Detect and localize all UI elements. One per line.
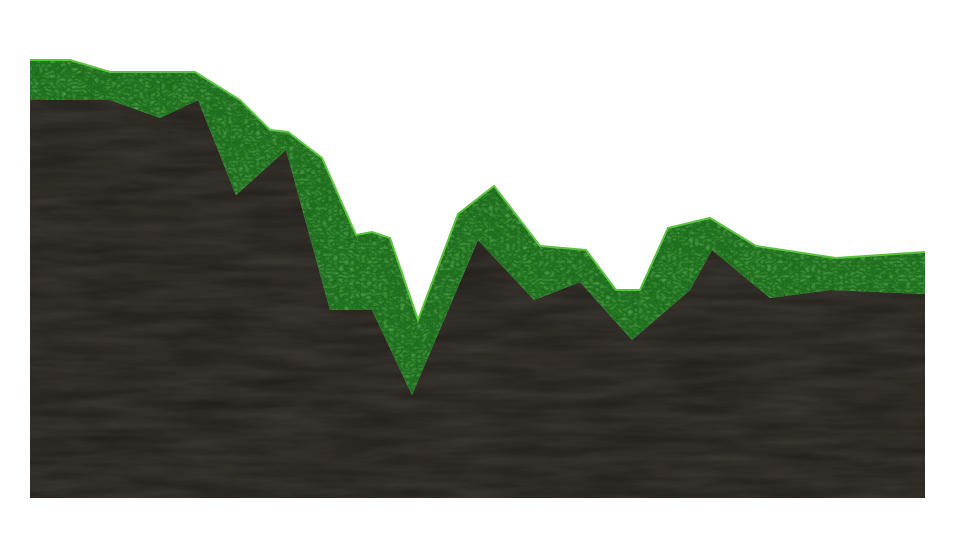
soil-layer (30, 100, 925, 498)
soil-texture (30, 100, 925, 498)
grass-top-edge (30, 59, 926, 323)
grass-texture (30, 60, 925, 395)
grass-layer (30, 59, 926, 395)
